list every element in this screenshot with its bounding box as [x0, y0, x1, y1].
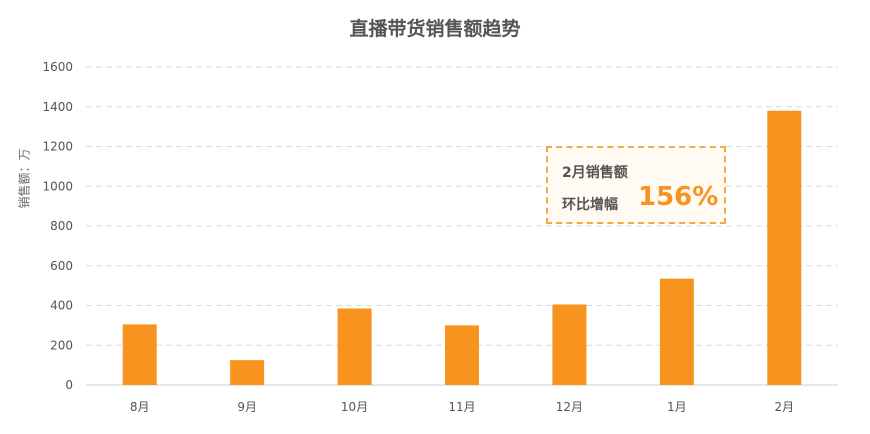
bar-6	[659, 278, 694, 385]
bar-3	[337, 308, 372, 385]
x-tick-label: 1月	[667, 400, 687, 414]
y-tick-label: 800	[50, 219, 73, 233]
callout-month-label: 2月销售额	[562, 165, 628, 181]
x-tick-label: 11月	[448, 400, 475, 414]
callout-growth-value: 156%	[638, 182, 719, 212]
x-tick-label: 2月	[774, 400, 794, 414]
y-tick-label: 0	[65, 378, 73, 392]
callout-growth-label: 环比增幅	[562, 197, 618, 213]
x-tick-label: 8月	[130, 400, 150, 414]
chart-title: 直播带货销售额趋势	[349, 18, 521, 40]
y-tick-label: 1400	[42, 100, 73, 114]
y-tick-label: 1200	[42, 140, 73, 154]
y-tick-labels: 0 200 400 600 800 1000 1200 1400 1600	[42, 60, 73, 392]
x-tick-label: 12月	[556, 400, 583, 414]
bar-5	[552, 304, 587, 385]
x-tick-label: 10月	[341, 400, 368, 414]
bar-1	[122, 324, 157, 385]
growth-callout: 2月销售额 环比增幅 156%	[546, 146, 726, 224]
y-tick-label: 400	[50, 299, 73, 313]
y-tick-label: 600	[50, 259, 73, 273]
bar-7	[767, 110, 802, 385]
grid-lines	[86, 66, 838, 386]
x-tick-labels: 8月 9月 10月 11月 12月 1月 2月	[130, 400, 794, 414]
y-tick-label: 200	[50, 338, 73, 352]
y-tick-label: 1000	[42, 179, 73, 193]
bars	[122, 110, 802, 385]
y-tick-label: 1600	[42, 60, 73, 74]
bar-4	[445, 325, 479, 385]
bar-2	[230, 360, 265, 385]
x-tick-label: 9月	[237, 400, 257, 414]
